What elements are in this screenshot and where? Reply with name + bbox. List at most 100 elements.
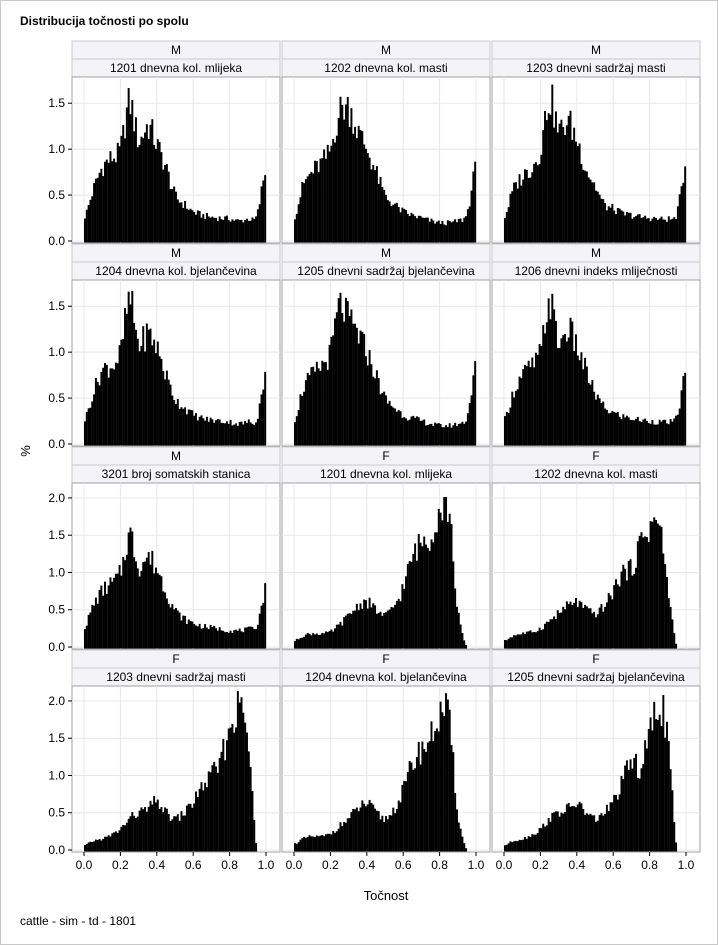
histogram-bar [346,96,349,243]
histogram-bar [388,201,391,243]
histogram-bar [678,194,681,243]
histogram-bar [372,165,375,243]
histogram-bar [573,602,576,649]
histogram-bar [645,748,648,852]
histogram-bar [140,570,143,649]
histogram-bar [94,178,97,243]
histogram-bar [96,603,99,649]
histogram-bar [122,824,125,852]
histogram-bar [660,216,663,243]
histogram-bar [240,631,243,649]
histogram-bar [184,615,187,649]
histogram-bar [352,133,355,243]
histogram-bar [542,130,545,243]
histogram-bar [312,633,315,649]
histogram-bar [673,633,676,649]
histogram-bar [671,790,674,852]
histogram-bar [576,146,579,243]
histogram-bar [124,308,127,446]
histogram-bar [441,712,444,852]
histogram-bar [474,161,477,243]
panel-trait-label: 3201 broj somatskih stanica [102,467,251,481]
histogram-bar [339,292,342,446]
panel-sex-label: M [591,246,601,260]
histogram-bar [144,351,147,446]
histogram-bar [636,777,639,852]
histogram-bar [245,627,248,649]
histogram-bar [133,322,136,446]
histogram-bar [328,344,331,446]
histogram-bar [417,417,420,446]
histogram-bar [363,144,366,243]
histogram-bar [578,801,581,852]
histogram-bar [542,823,545,852]
histogram-bar [412,214,415,243]
histogram-bar [187,409,190,446]
histogram-bar [622,211,625,243]
histogram-bar [120,339,123,446]
histogram-bar [649,717,652,852]
histogram-bar [450,524,453,649]
histogram-bar [118,345,121,446]
histogram-bar [255,629,258,649]
histogram-bar [330,336,333,446]
histogram-bar [633,574,636,649]
histogram-bar [114,831,117,852]
histogram-bar [432,741,435,852]
histogram-bar [330,629,333,649]
histogram-bar [386,200,389,243]
histogram-bar [140,136,143,243]
histogram-bar [142,562,145,649]
y-tick-label: 1.5 [48,528,65,542]
histogram-bar [651,218,654,243]
histogram-bar [215,628,218,649]
histogram-bar [354,126,357,243]
histogram-bar [627,560,630,649]
histogram-bar [511,637,514,649]
histogram-bar [160,576,163,649]
histogram-bar [573,806,576,852]
histogram-bar [321,632,324,649]
histogram-bar [410,212,413,243]
histogram-bar [611,599,614,649]
histogram-bar [644,536,647,649]
histogram-bar [93,841,96,852]
y-tick-label: 0.5 [48,806,65,820]
histogram-bar [193,212,196,243]
histogram-bar [504,217,506,243]
histogram-bar [655,719,658,852]
histogram-bar [383,189,386,243]
histogram-bar [372,804,375,852]
histogram-bar [569,110,572,243]
histogram-bar [567,337,570,446]
histogram-bar [198,211,201,243]
histogram-bar [642,217,645,243]
histogram-bar [573,127,576,243]
histogram-bar [335,624,338,649]
y-tick-label: 1.5 [48,96,65,110]
histogram-bar [264,371,267,446]
histogram-bar [355,327,358,446]
histogram-bar [665,221,668,243]
histogram-bar [144,807,147,852]
histogram-bar [472,375,475,446]
histogram-bar [544,333,547,446]
histogram-bar [229,630,232,649]
histogram-bar [350,613,353,649]
histogram-bar [149,328,152,446]
histogram-bar [437,731,440,852]
histogram-bar [425,544,428,649]
histogram-bar [370,802,373,852]
histogram-bar [545,825,548,852]
panel-sex-label: M [171,449,181,463]
histogram-bar [598,194,601,243]
histogram-bar [328,833,331,852]
histogram-bar [596,614,599,649]
histogram-bar [468,402,471,446]
histogram-bar [392,807,395,852]
histogram-bar [253,425,256,446]
histogram-bar [211,627,214,649]
histogram-bar [211,419,214,446]
histogram-bar [569,806,572,852]
y-tick-label: 1.0 [48,768,65,782]
